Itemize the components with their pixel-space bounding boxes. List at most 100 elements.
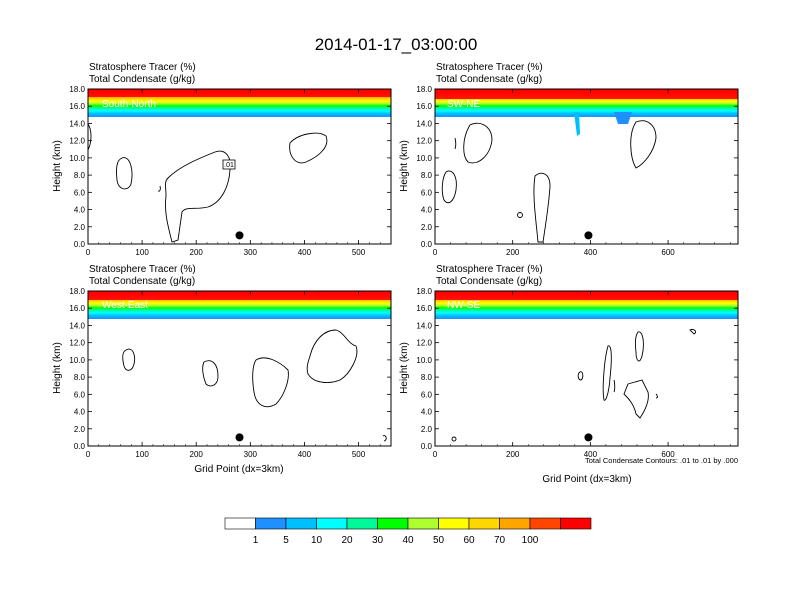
y-tick-label: 10.0 [69,154,85,163]
y-tick-label: 6.0 [74,188,86,197]
y-axis-label: Height (km) [399,342,410,394]
y-tick-label: 0.0 [74,240,86,249]
colorbar-label: 30 [372,535,384,546]
condensate-contours [122,329,387,442]
y-tick-label: 16.0 [416,304,432,313]
colorbar-swatch [560,517,592,530]
panel-nw-se: Stratosphere Tracer (%) Total Condensate… [416,264,739,459]
y-tick-label: 2.0 [74,223,86,232]
colorbar-swatch [224,517,256,530]
tracer-dip [614,112,632,124]
y-tick-label: 14.0 [416,119,432,128]
panel-title-line1: Stratosphere Tracer (%) [89,62,196,73]
x-tick-label: 0 [86,248,91,257]
y-tick-label: 16.0 [69,102,85,111]
colorbar-label: 60 [463,535,475,546]
x-tick-label: 200 [190,450,204,459]
y-tick-label: 6.0 [421,188,433,197]
x-tick-label: 400 [584,248,598,257]
colorbar-swatch [468,517,500,530]
y-tick-label: 18.0 [69,85,85,94]
y-tick-label: 18.0 [69,287,85,296]
contour-label: .01 [224,162,234,169]
y-tick-label: 4.0 [421,408,433,417]
colorbar-swatch [255,517,287,530]
x-tick-label: 100 [135,248,149,257]
x-tick-label: 300 [244,450,258,459]
y-tick-label: 10.0 [416,154,432,163]
y-tick-label: 14.0 [69,321,85,330]
tracer-top-band [435,89,738,99]
x-tick-label: 0 [433,248,438,257]
colorbar-label: 100 [522,535,539,546]
panel-title-line2: Total Condensate (g/kg) [89,74,195,85]
colorbar: 1 5 10 20 30 40 50 60 70 100 [224,517,592,546]
y-tick-label: 0.0 [421,240,433,249]
y-tick-label: 12.0 [69,137,85,146]
x-axis-label: Grid Point (dx=3km) [542,474,631,485]
colorbar-swatch [316,517,348,530]
x-tick-label: 100 [135,450,149,459]
x-tick-label: 400 [584,450,598,459]
y-tick-label: 10.0 [69,356,85,365]
location-marker [235,231,244,240]
plot-frame [434,88,739,245]
colorbar-label: 10 [311,535,323,546]
x-tick-label: 600 [661,450,675,459]
x-tick-label: 200 [190,248,204,257]
x-tick-label: 400 [298,248,312,257]
y-tick-label: 2.0 [421,223,433,232]
colorbar-label: 5 [283,535,289,546]
condensate-contours [441,120,657,243]
x-tick-label: 300 [244,248,258,257]
y-tick-label: 18.0 [416,85,432,94]
contour-label-box [222,159,236,170]
colorbar-swatch [499,517,531,530]
x-tick-label: 200 [506,248,520,257]
x-tick-label: 0 [86,450,91,459]
y-tick-label: 18.0 [416,287,432,296]
panel-title-line2: Total Condensate (g/kg) [436,74,542,85]
plot-frame [434,290,739,447]
colorbar-swatch [407,517,439,530]
colorbar-swatch [529,517,561,530]
y-tick-label: 12.0 [69,339,85,348]
panel-label: West-East [102,300,148,311]
y-tick-label: 14.0 [69,119,85,128]
tracer-top-band [435,291,738,300]
colorbar-label: 40 [402,535,414,546]
location-marker [584,433,593,442]
colorbar-label: 20 [341,535,353,546]
y-tick-label: 2.0 [74,425,86,434]
y-tick-label: 8.0 [74,373,86,382]
panel-label: South-North [102,99,156,110]
colorbar-label: 50 [433,535,445,546]
tracer-dip [574,112,580,136]
y-axis-label: Height (km) [52,342,63,394]
y-tick-label: 6.0 [421,390,433,399]
y-tick-label: 12.0 [416,137,432,146]
colorbar-swatch [285,517,317,530]
panel-label: SW-NE [447,99,480,110]
y-tick-label: 4.0 [74,206,86,215]
panel-label: NW-SE [447,300,480,311]
y-tick-label: 8.0 [421,171,433,180]
colorbar-swatch [346,517,378,530]
panel-title-line1: Stratosphere Tracer (%) [436,264,543,275]
y-tick-label: 8.0 [421,373,433,382]
y-tick-label: 8.0 [74,171,86,180]
x-axis-label: Grid Point (dx=3km) [194,464,283,475]
y-tick-label: 4.0 [74,408,86,417]
y-tick-label: 16.0 [416,102,432,111]
panel-sw-ne: Stratosphere Tracer (%) Total Condensate… [416,62,739,257]
y-tick-label: 4.0 [421,206,433,215]
location-marker [235,433,244,442]
colorbar-swatch [438,517,470,530]
y-tick-label: 6.0 [74,390,86,399]
panel-title-line2: Total Condensate (g/kg) [436,276,542,287]
y-tick-label: 10.0 [416,356,432,365]
condensate-contours [87,123,328,243]
tracer-top-band [88,89,391,97]
colorbar-swatch [377,517,409,530]
x-tick-label: 500 [352,450,366,459]
